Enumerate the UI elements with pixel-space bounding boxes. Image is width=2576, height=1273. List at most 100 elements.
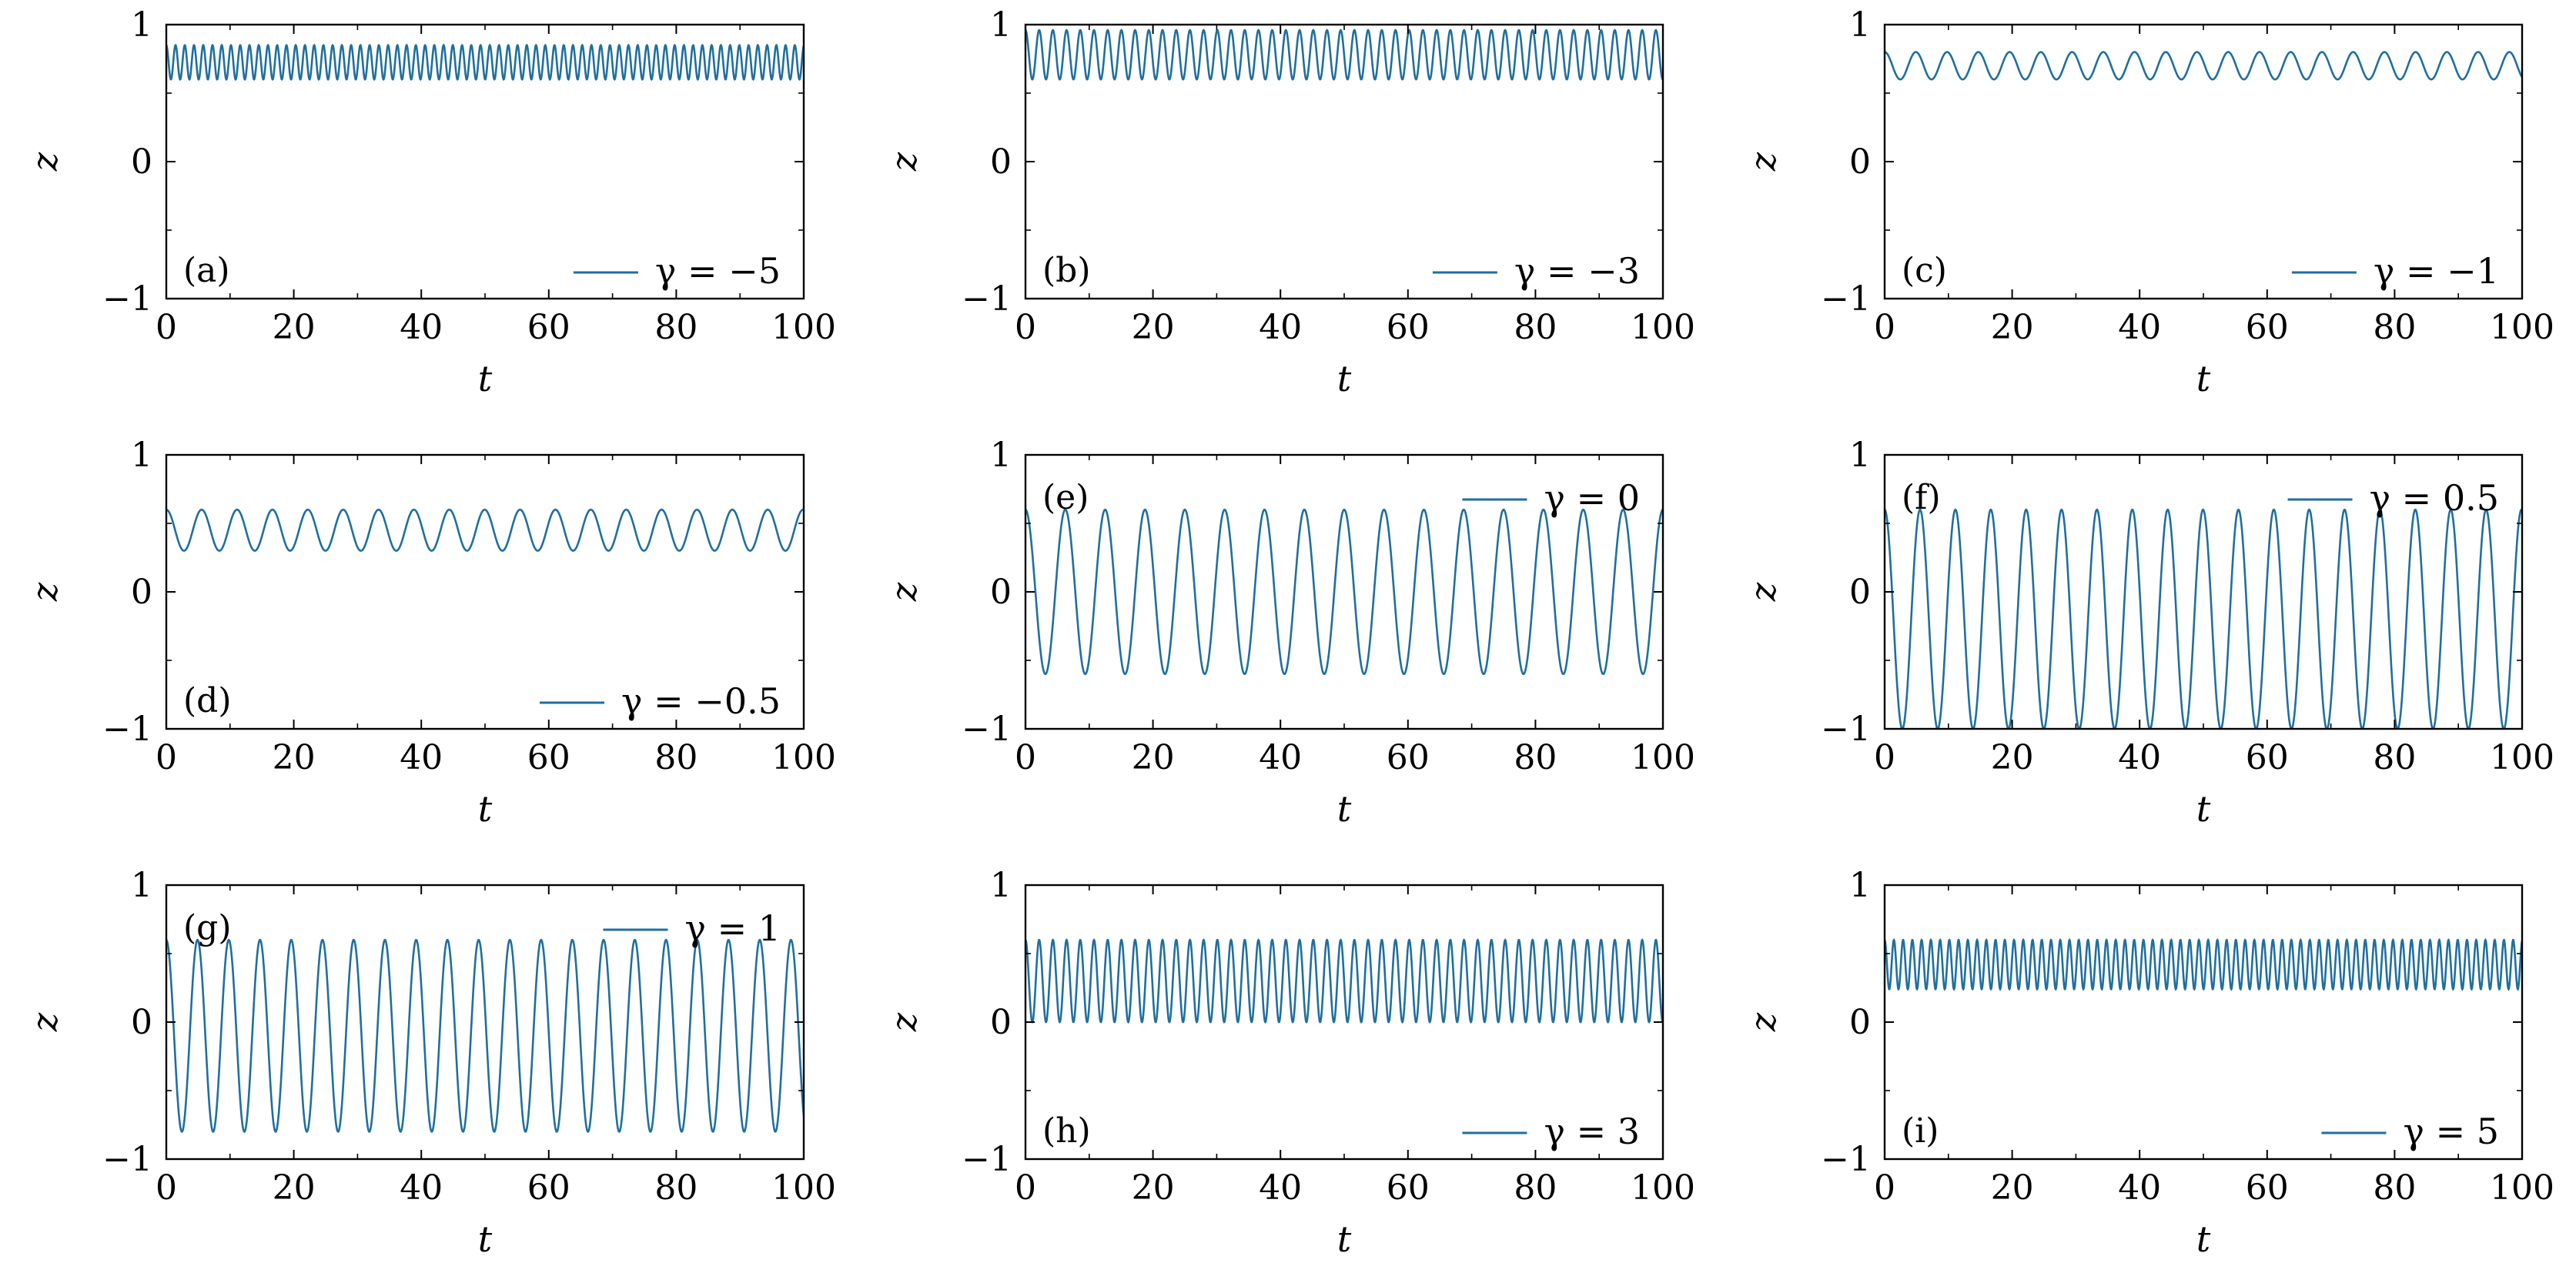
x-tick-label: 60 bbox=[1387, 1168, 1430, 1208]
x-tick-label: 40 bbox=[1259, 1168, 1302, 1208]
y-axis-label: z bbox=[883, 582, 925, 602]
series-line bbox=[166, 938, 804, 1133]
series-line bbox=[1885, 508, 2522, 729]
legend-label: γ = 0.5 bbox=[2370, 477, 2499, 519]
y-tick-label: −1 bbox=[102, 710, 152, 749]
panel-label: (b) bbox=[1042, 251, 1091, 290]
panel-label: (a) bbox=[183, 251, 230, 290]
x-tick-label: 100 bbox=[771, 308, 836, 347]
legend-label: γ = 0 bbox=[1544, 477, 1640, 519]
x-tick-label: 0 bbox=[1015, 738, 1036, 777]
panel-label: (i) bbox=[1902, 1111, 1939, 1151]
x-tick-label: 20 bbox=[1132, 738, 1175, 777]
y-tick-label: 0 bbox=[1849, 573, 1871, 612]
x-tick-label: 0 bbox=[1015, 308, 1036, 347]
x-tick-label: 100 bbox=[1631, 1168, 1695, 1208]
y-tick-label: −1 bbox=[102, 1140, 152, 1179]
y-tick-label: −1 bbox=[1821, 279, 1871, 319]
y-tick-label: 0 bbox=[990, 142, 1012, 182]
y-tick-label: −1 bbox=[962, 1140, 1012, 1179]
y-tick-label: 1 bbox=[1849, 436, 1871, 475]
y-tick-label: 0 bbox=[131, 142, 152, 182]
y-axis-label: z bbox=[1742, 582, 1784, 602]
x-tick-label: 20 bbox=[1132, 1168, 1175, 1208]
panel-label: (f) bbox=[1902, 478, 1941, 517]
legend-label: γ = −1 bbox=[2374, 250, 2499, 292]
x-tick-label: 100 bbox=[2490, 738, 2554, 777]
legend-label: γ = 5 bbox=[2403, 1111, 2499, 1152]
y-tick-label: 0 bbox=[990, 1003, 1012, 1042]
x-tick-label: 60 bbox=[1387, 308, 1430, 347]
x-tick-label: 20 bbox=[273, 738, 316, 777]
x-tick-label: 60 bbox=[2246, 1168, 2289, 1208]
x-tick-label: 100 bbox=[771, 738, 836, 777]
y-tick-label: 1 bbox=[990, 5, 1012, 45]
x-tick-label: 80 bbox=[1514, 308, 1557, 347]
y-axis-label: z bbox=[1742, 1012, 1784, 1032]
x-tick-label: 0 bbox=[156, 1168, 177, 1208]
x-tick-label: 80 bbox=[654, 738, 698, 777]
x-tick-label: 60 bbox=[527, 738, 570, 777]
y-tick-label: 0 bbox=[131, 1003, 152, 1042]
legend-label: γ = −3 bbox=[1514, 250, 1640, 292]
y-tick-label: 0 bbox=[1849, 1003, 1871, 1042]
x-tick-label: 40 bbox=[2118, 1168, 2161, 1208]
x-tick-label: 80 bbox=[654, 1168, 698, 1208]
x-tick-label: 20 bbox=[273, 308, 316, 347]
y-axis-label: z bbox=[24, 582, 65, 602]
x-axis-label: t bbox=[478, 358, 493, 399]
x-tick-label: 40 bbox=[400, 738, 443, 777]
x-tick-label: 0 bbox=[156, 738, 177, 777]
x-tick-label: 60 bbox=[527, 1168, 570, 1208]
x-tick-label: 80 bbox=[1514, 738, 1557, 777]
x-tick-label: 20 bbox=[1991, 1168, 2034, 1208]
series-line bbox=[1885, 51, 2522, 81]
x-tick-label: 0 bbox=[1874, 1168, 1895, 1208]
x-tick-label: 40 bbox=[1259, 738, 1302, 777]
panel-label: (h) bbox=[1042, 1111, 1091, 1151]
x-tick-label: 20 bbox=[1991, 738, 2034, 777]
legend-label: γ = −5 bbox=[655, 250, 781, 292]
x-tick-label: 100 bbox=[771, 1168, 836, 1208]
x-axis-label: t bbox=[478, 788, 493, 830]
x-axis-label: t bbox=[2196, 1218, 2211, 1260]
y-tick-label: 1 bbox=[131, 5, 152, 45]
y-axis-label: z bbox=[24, 152, 65, 172]
y-tick-label: 1 bbox=[131, 866, 152, 905]
y-tick-label: 1 bbox=[1849, 5, 1871, 45]
x-tick-label: 80 bbox=[2373, 1168, 2416, 1208]
x-tick-label: 40 bbox=[400, 1168, 443, 1208]
x-tick-label: 20 bbox=[1132, 308, 1175, 347]
y-tick-label: −1 bbox=[962, 279, 1012, 319]
x-tick-label: 60 bbox=[1387, 738, 1430, 777]
x-axis-label: t bbox=[478, 1218, 493, 1260]
y-tick-label: 1 bbox=[990, 436, 1012, 475]
x-tick-label: 20 bbox=[273, 1168, 316, 1208]
y-tick-label: 1 bbox=[131, 436, 152, 475]
panel-label: (g) bbox=[183, 908, 232, 947]
y-tick-label: 0 bbox=[990, 573, 1012, 612]
x-tick-label: 60 bbox=[2246, 738, 2289, 777]
x-tick-label: 40 bbox=[2118, 308, 2161, 347]
panel-label: (d) bbox=[183, 681, 232, 720]
x-tick-label: 100 bbox=[2490, 1168, 2554, 1208]
x-tick-label: 80 bbox=[2373, 738, 2416, 777]
y-axis-label: z bbox=[883, 152, 925, 172]
x-tick-label: 0 bbox=[1874, 738, 1895, 777]
panel-label: (e) bbox=[1042, 478, 1089, 517]
x-tick-label: 80 bbox=[2373, 308, 2416, 347]
y-tick-label: 1 bbox=[1849, 866, 1871, 905]
x-axis-label: t bbox=[2196, 358, 2211, 399]
x-tick-label: 40 bbox=[400, 308, 443, 347]
y-tick-label: −1 bbox=[1821, 1140, 1871, 1179]
x-tick-label: 40 bbox=[1259, 308, 1302, 347]
y-tick-label: 0 bbox=[1849, 142, 1871, 182]
series-line bbox=[1025, 28, 1663, 81]
x-tick-label: 100 bbox=[1631, 308, 1695, 347]
x-tick-label: 60 bbox=[2246, 308, 2289, 347]
